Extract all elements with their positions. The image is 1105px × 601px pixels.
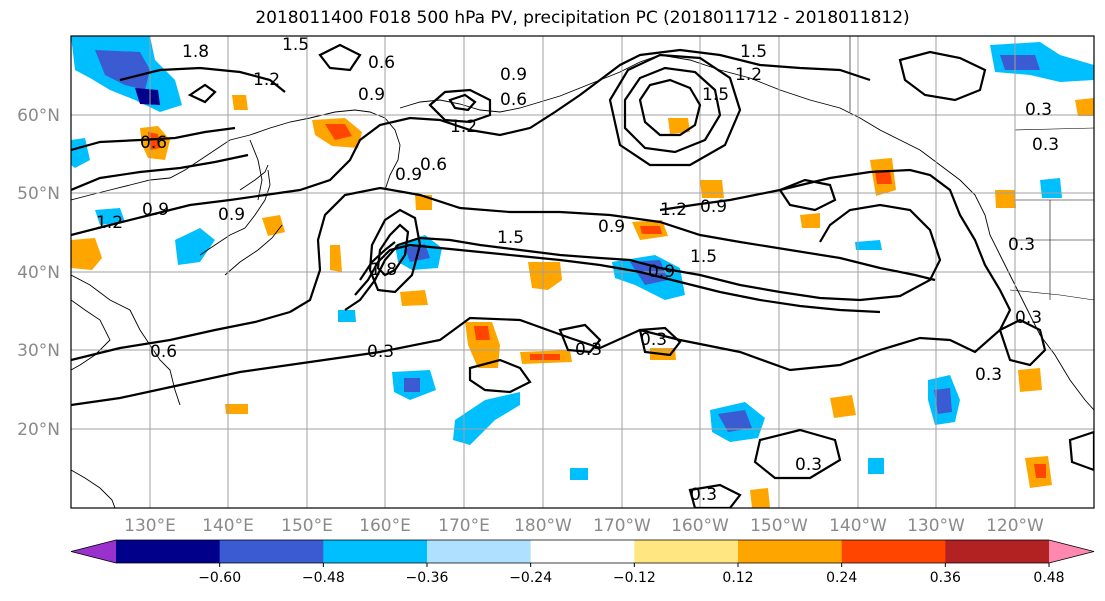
colorbar-tick-label: 0.12: [722, 570, 753, 586]
colorbar-tick-label: −0.24: [509, 570, 552, 586]
colorbar-bin: [945, 540, 1050, 563]
lat-label: 50°N: [17, 184, 60, 204]
contour-label: 0.6: [420, 155, 447, 175]
contour-label: 1.2: [96, 213, 123, 233]
contour-label: 0.9: [700, 197, 727, 217]
colorbar-bin: [219, 540, 324, 563]
lat-label: 30°N: [17, 341, 60, 361]
lon-label: 160°W: [671, 516, 729, 536]
colorbar-tick-label: −0.60: [198, 570, 241, 586]
contour-label: 0.3: [1015, 308, 1042, 328]
contour-label: 1.5: [497, 228, 524, 248]
lon-label: 130°E: [124, 516, 176, 536]
colorbar-tick-label: −0.36: [406, 570, 449, 586]
contour-label: 1.5: [690, 247, 717, 267]
contour-label: 0.6: [140, 133, 167, 153]
lon-label: 120°W: [986, 516, 1044, 536]
lon-label: 160°E: [359, 516, 411, 536]
contour-label: 0.3: [690, 485, 717, 505]
contour-label: 0.9: [500, 65, 527, 85]
map-title: 2018011400 F018 500 hPa PV, precipitatio…: [255, 8, 910, 28]
contour-label: 0.3: [1032, 135, 1059, 155]
colorbar-tick-label: 0.24: [826, 570, 857, 586]
contour-label: 0.3: [975, 365, 1002, 385]
contour-label: 0.9: [598, 217, 625, 237]
contour-label: 0.3: [575, 340, 602, 360]
precip-shading: [71, 36, 1094, 508]
contour-label: 0.3: [640, 330, 667, 350]
contour-labels: 1.8 1.5 1.2 0.6 0.9 0.9 0.6 1.2 0.6 0.6 …: [96, 35, 1059, 505]
contour-label: 1.2: [660, 200, 687, 220]
colorbar-bin: [738, 540, 843, 563]
contour-label: 0.3: [1025, 100, 1052, 120]
colorbar-bin: [323, 540, 428, 563]
longitude-labels: 130°E 140°E 150°E 160°E 170°E 180°W 170°…: [124, 516, 1044, 536]
lon-label: 170°W: [593, 516, 651, 536]
contour-label: 0.9: [648, 262, 675, 282]
contour-label: 1.2: [735, 65, 762, 85]
colorbar-extend-high: [1049, 540, 1094, 563]
contour-label: 1.2: [450, 117, 477, 137]
contour-label: 0.9: [142, 200, 169, 220]
lon-label: 130°W: [907, 516, 965, 536]
colorbar-tick-label: 0.36: [930, 570, 961, 586]
lat-label: 40°N: [17, 263, 60, 283]
colorbar: −0.60 −0.48 −0.36 −0.24 −0.12 0.12 0.24 0.36 0.4…: [70, 539, 1095, 586]
colorbar-outline: [70, 539, 1095, 564]
contour-label: 0.3: [795, 455, 822, 475]
gridlines: [71, 36, 1094, 508]
lon-label: 150°E: [281, 516, 333, 536]
contour-label: 1.2: [253, 70, 280, 90]
map-frame: [70, 35, 1095, 509]
colorbar-tick-label: −0.48: [302, 570, 345, 586]
colorbar-tick-label: −0.12: [613, 570, 656, 586]
contour-label: 1.5: [282, 35, 309, 55]
colorbar-bin: [634, 540, 739, 563]
lon-label: 170°E: [438, 516, 490, 536]
lat-label: 20°N: [17, 420, 60, 440]
lon-label: 150°W: [750, 516, 808, 536]
coastlines: [71, 54, 1094, 508]
colorbar-tick-label: 0.48: [1033, 570, 1064, 586]
colorbar-extend-low: [71, 540, 116, 563]
contour-label: 0.3: [1008, 235, 1035, 255]
colorbar-bin: [841, 540, 946, 563]
contour-label: 1.8: [370, 260, 397, 280]
colorbar-bin: [116, 540, 221, 563]
contour-label: 0.6: [500, 90, 527, 110]
contour-label: 0.6: [368, 53, 395, 73]
pv-contours: [71, 43, 1094, 508]
lon-label: 140°E: [202, 516, 254, 536]
contour-label: 0.9: [218, 205, 245, 225]
contour-label: 1.5: [740, 42, 767, 62]
colorbar-bin: [427, 540, 532, 563]
colorbar-bin: [530, 540, 635, 563]
contour-label: 1.5: [702, 85, 729, 105]
contour-label: 0.9: [358, 85, 385, 105]
latitude-labels: 60°N 50°N 40°N 30°N 20°N: [17, 106, 60, 440]
contour-label: 1.8: [182, 42, 209, 62]
lon-label: 180°W: [514, 516, 572, 536]
contour-label: 0.9: [395, 165, 422, 185]
contour-label: 0.3: [367, 342, 394, 362]
lon-label: 140°W: [829, 516, 887, 536]
contour-label: 0.6: [150, 342, 177, 362]
lat-label: 60°N: [17, 106, 60, 126]
